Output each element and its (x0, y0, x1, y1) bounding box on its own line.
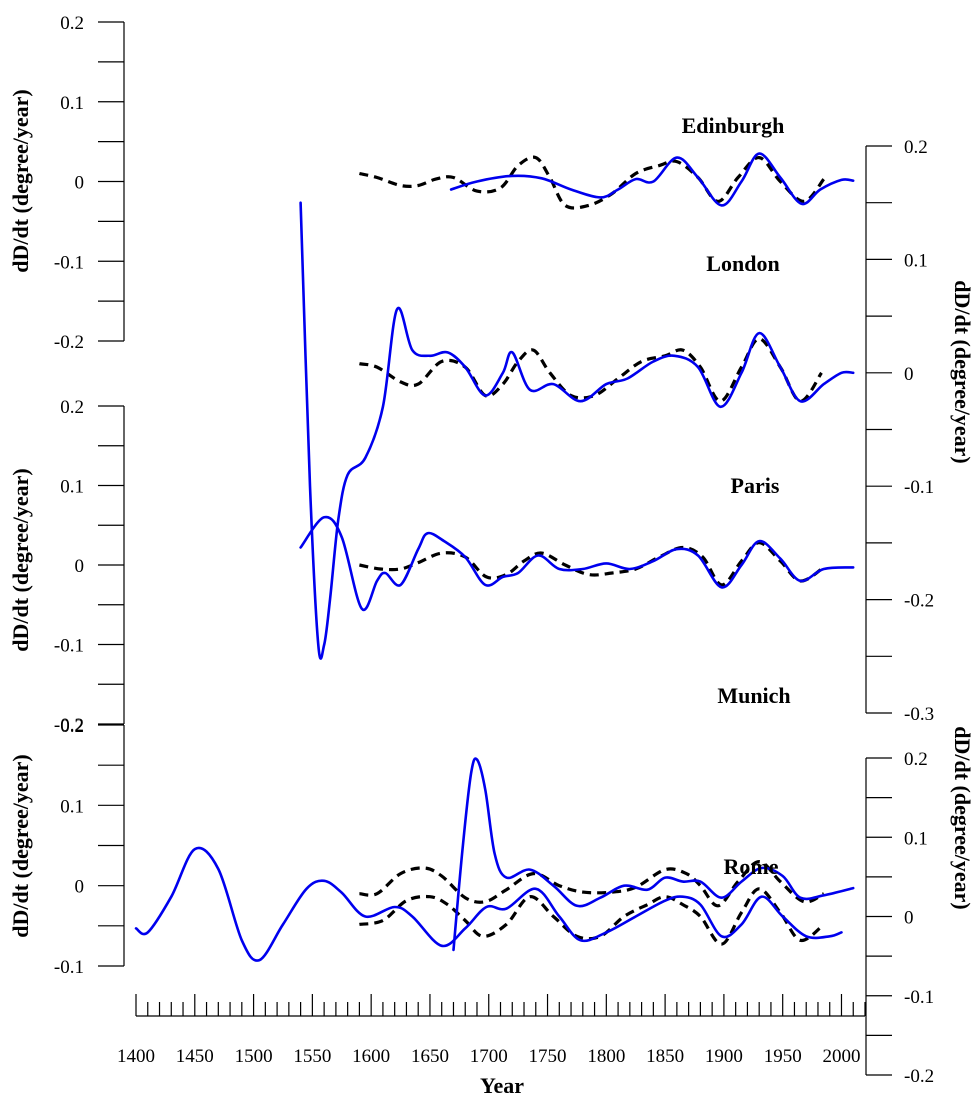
y-tick-label: -0.2 (54, 715, 84, 736)
x-tick-label: 1650 (411, 1046, 449, 1067)
y-tick-label: -0.1 (54, 252, 84, 273)
y-axis-title-3: dD/dt (degree/year) (8, 468, 33, 652)
y-tick-label: 0 (904, 908, 914, 929)
x-tick-label: 1800 (587, 1046, 625, 1067)
y-tick-label: 0.2 (60, 13, 84, 34)
y-tick-label: -0.1 (54, 636, 84, 657)
y-tick-label: 0.1 (904, 250, 928, 271)
edinburgh-label: Edinburgh (682, 113, 785, 138)
y-tick-label: 0 (75, 556, 85, 577)
munich-solid-series (134, 846, 843, 962)
london-dashed-series (359, 337, 823, 403)
y-tick-label: 0 (75, 877, 85, 898)
y-tick-label: 0 (904, 364, 914, 385)
y-axis-title-5: dD/dt (degree/year) (8, 754, 33, 938)
x-tick-label: 1400 (117, 1046, 155, 1067)
y-tick-label: 0.1 (60, 796, 84, 817)
x-axis-title: Year (480, 1073, 524, 1098)
rome-dashed-series (359, 860, 825, 908)
x-tick-label: 1900 (705, 1046, 743, 1067)
y-axis-title-2: dD/dt (degree/year) (950, 280, 975, 464)
y-axis-title-1: dD/dt (degree/year) (8, 89, 33, 273)
paris-solid-series (299, 515, 855, 612)
y-tick-label: 0.2 (60, 397, 84, 418)
y-tick-label: 0 (75, 173, 85, 194)
y-tick-label: -0.1 (904, 477, 934, 498)
y-tick-label: -0.1 (904, 987, 934, 1008)
y-tick-label: 0.2 (904, 749, 928, 770)
y-axis-title-4: dD/dt (degree/year) (950, 726, 975, 910)
y-tick-label: -0.3 (904, 704, 934, 725)
y-tick-label: 0.1 (60, 477, 84, 498)
munich-dashed-series (359, 887, 825, 946)
y-tick-label: 0.2 (904, 137, 928, 158)
x-tick-label: 1750 (529, 1046, 567, 1067)
y-tick-label: -0.2 (54, 332, 84, 353)
x-tick-label: 1550 (293, 1046, 331, 1067)
y-tick-label: 0.1 (904, 828, 928, 849)
edinburgh-solid-series (449, 152, 855, 207)
london-label: London (706, 251, 779, 276)
x-tick-label: 1500 (235, 1046, 273, 1067)
rome-solid-series (452, 757, 855, 952)
x-tick-label: 1700 (470, 1046, 508, 1067)
paris-label: Paris (731, 473, 780, 498)
x-tick-label: 1850 (646, 1046, 684, 1067)
y-tick-label: 0.1 (60, 93, 84, 114)
paris-dashed-series (359, 541, 825, 587)
y-tick-label: -0.1 (54, 957, 84, 978)
x-tick-label: 1450 (176, 1046, 214, 1067)
y-tick-label: -0.2 (904, 1066, 934, 1087)
y-tick-label: 0.2 (60, 716, 84, 737)
x-tick-label: 1600 (352, 1046, 390, 1067)
rome-label: Rome (724, 854, 779, 879)
x-tick-label: 2000 (822, 1046, 860, 1067)
london-solid-series (299, 201, 855, 660)
y-tick-label: -0.2 (904, 591, 934, 612)
edinburgh-dashed-series (359, 155, 826, 210)
x-tick-label: 1950 (764, 1046, 802, 1067)
munich-label: Munich (717, 683, 790, 708)
